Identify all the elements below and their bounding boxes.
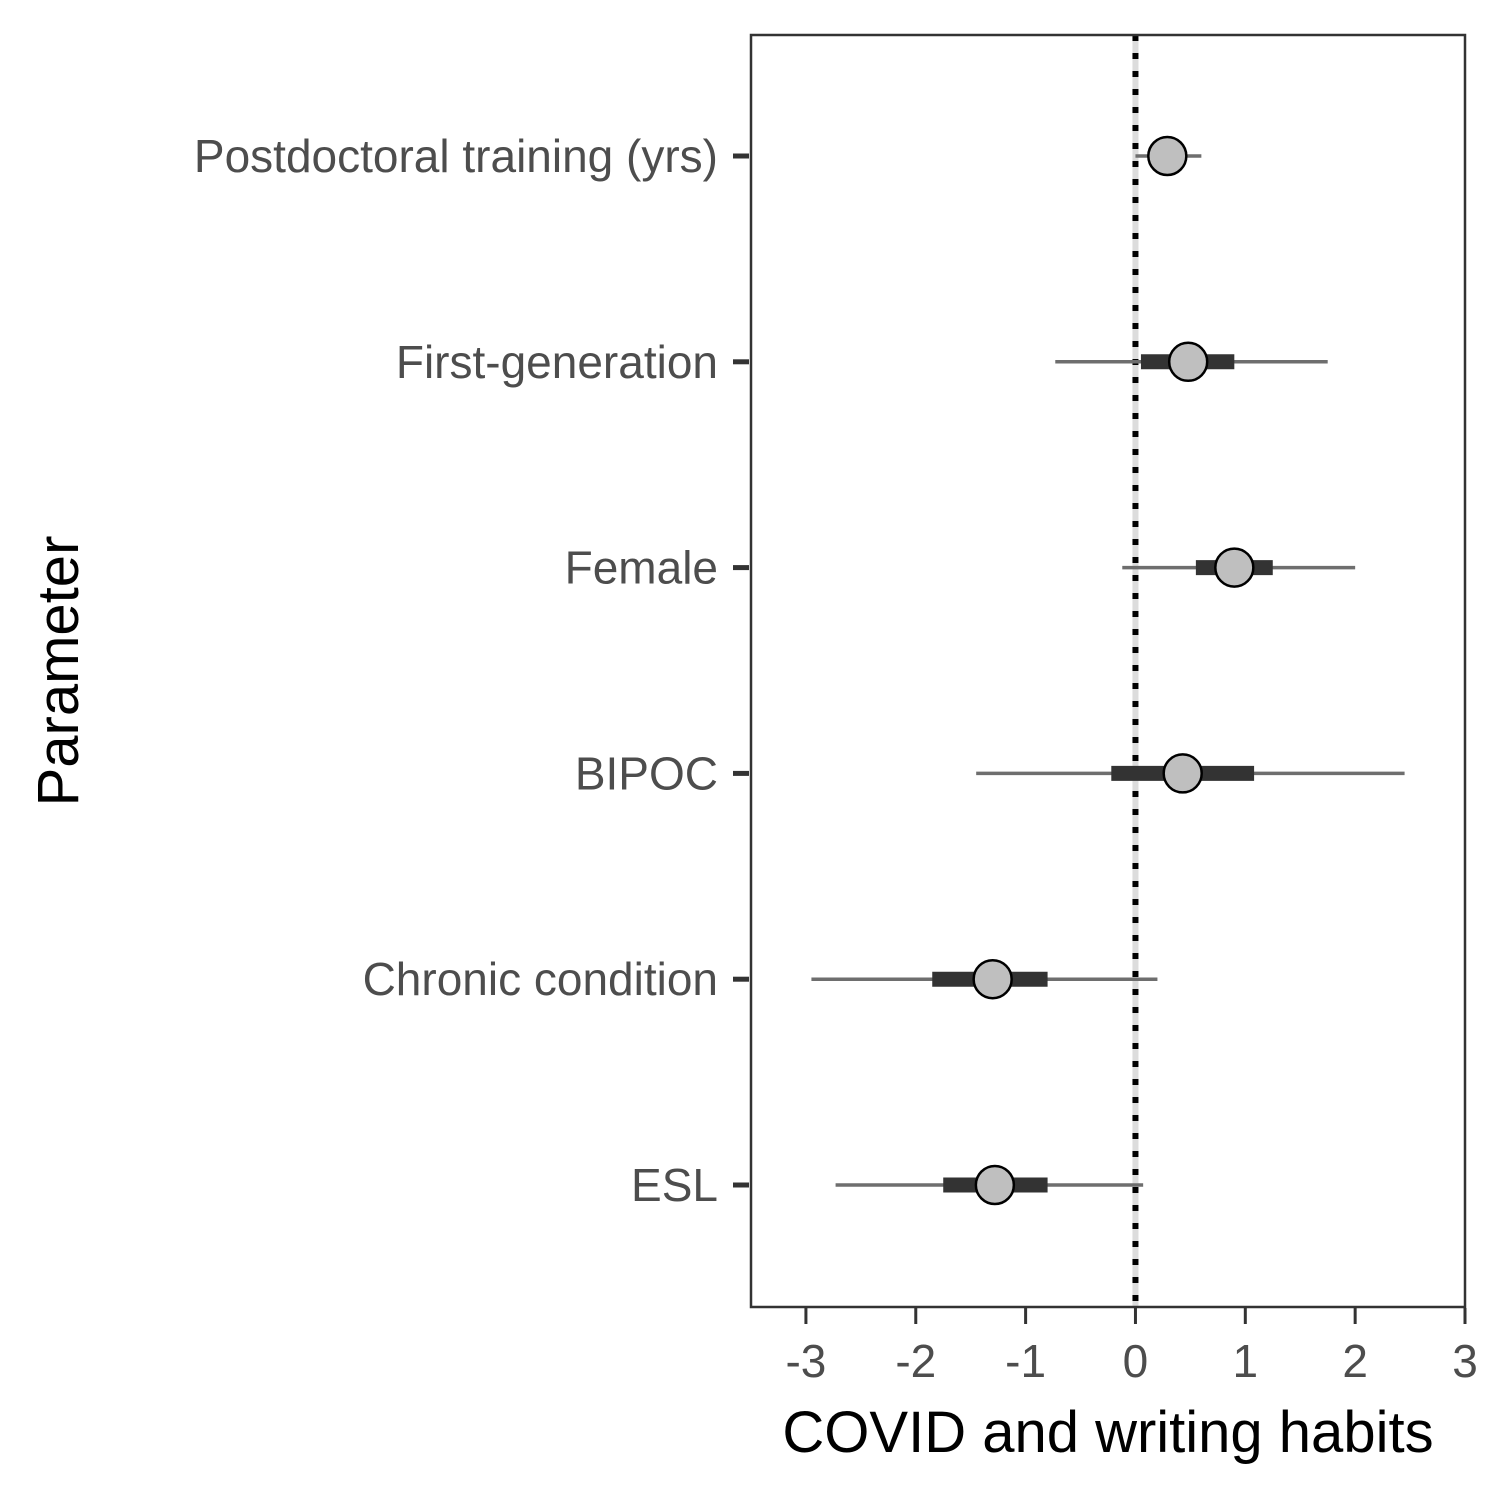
point-estimate <box>1167 341 1209 383</box>
y-tick-label: Chronic condition <box>363 953 718 1005</box>
y-tick-label: BIPOC <box>575 747 718 799</box>
x-tick-label: 2 <box>1342 1335 1368 1387</box>
x-tick-label: 3 <box>1452 1335 1478 1387</box>
y-tick-label: Postdoctoral training (yrs) <box>194 130 718 182</box>
point-estimate <box>974 1164 1016 1206</box>
x-tick-label: -2 <box>895 1335 936 1387</box>
x-axis: -3 -2 -1 0 1 2 3 <box>785 1308 1478 1387</box>
point-estimate <box>1162 753 1203 794</box>
x-tick-label: -1 <box>1005 1335 1046 1387</box>
y-axis-title: Parameter <box>26 536 91 807</box>
x-axis-title: COVID and writing habits <box>782 1400 1433 1465</box>
y-tick-label: Female <box>565 542 718 594</box>
point-estimate <box>1214 547 1255 588</box>
y-tick-label: ESL <box>631 1159 718 1211</box>
point-estimate <box>972 958 1013 1000</box>
panel-border <box>749 33 1467 1309</box>
x-tick-label: 1 <box>1233 1335 1259 1387</box>
y-tick-label: First-generation <box>396 336 718 388</box>
x-tick-label: 0 <box>1123 1335 1149 1387</box>
point-estimate <box>1147 135 1188 177</box>
y-axis: Postdoctoral training (yrs) First-generat… <box>194 130 749 1211</box>
points-group <box>972 135 1255 1206</box>
x-tick-label: -3 <box>785 1335 826 1387</box>
panel-background <box>751 35 1465 1307</box>
